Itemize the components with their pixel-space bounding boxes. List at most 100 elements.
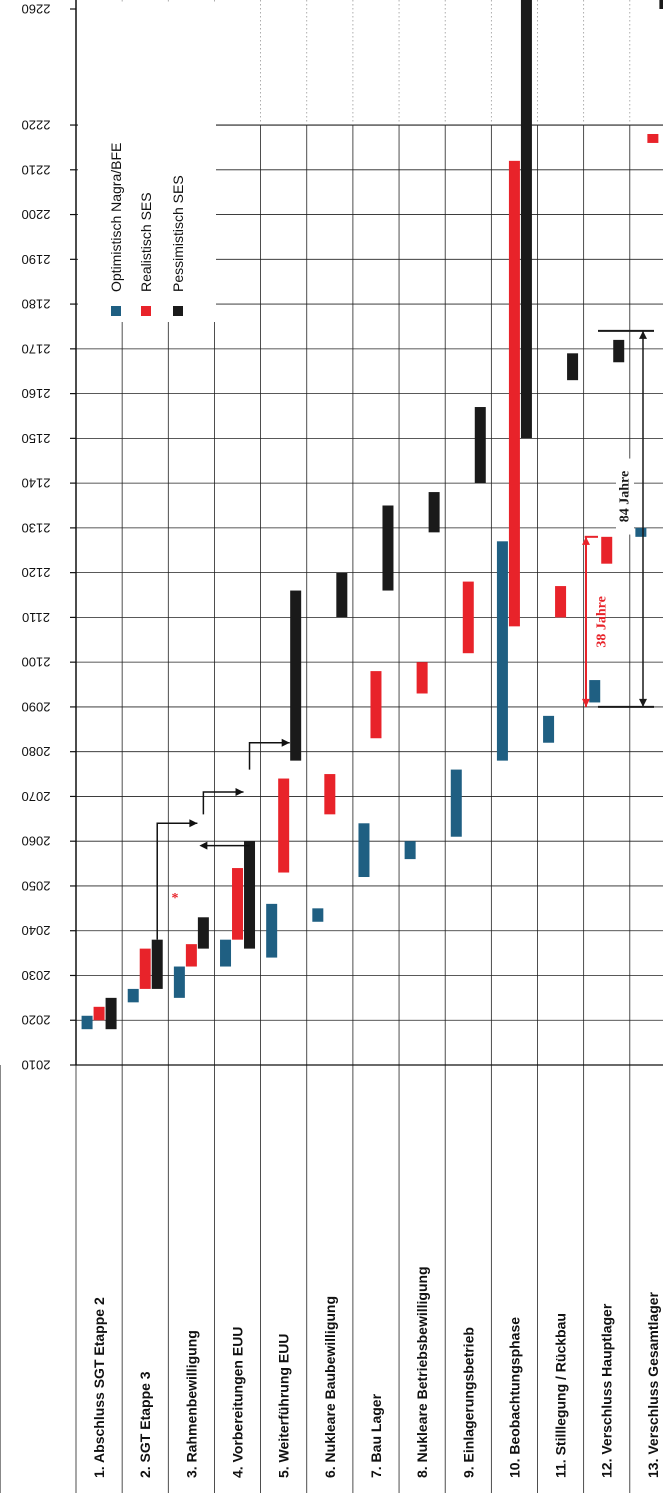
bar-3-7 — [382, 505, 394, 591]
arrow-3-4 — [202, 791, 244, 815]
arrow-4-3-head — [199, 841, 208, 850]
bars — [81, 0, 663, 1030]
tick-label-2090: 2090 — [22, 699, 51, 714]
span-pessimistic-label: 84 Jahre — [618, 471, 633, 522]
bar-1-4 — [220, 939, 232, 967]
bar-2-9 — [462, 581, 474, 654]
tick-label-2100: 2100 — [22, 655, 51, 670]
bar-3-13 — [659, 0, 663, 9]
category-label-10: 10. Beobachtungsphase — [506, 1317, 522, 1478]
bar-3-8 — [428, 492, 440, 533]
bar-3-6 — [336, 572, 348, 618]
bar-3-9 — [474, 407, 486, 484]
arrow-3-4-head — [235, 787, 244, 796]
category-label-7: 7. Bau Lager — [368, 1393, 384, 1478]
span-realistic-label: 38 Jahre — [595, 596, 610, 647]
annotations: * 38 Jahre 84 Jahre — [172, 329, 654, 906]
bar-1-8 — [404, 841, 416, 860]
legend-swatch-2 — [141, 306, 151, 316]
asterisk-mark: * — [172, 891, 179, 906]
bar-1-9 — [450, 769, 462, 837]
bar-1-5 — [266, 903, 278, 958]
tick-label-2110: 2110 — [22, 610, 50, 625]
bar-2-8 — [416, 662, 428, 694]
tick-label-2040: 2040 — [22, 923, 51, 938]
category-label-12: 12. Verschluss Hauptlager — [599, 1303, 615, 1478]
tick-label-2070: 2070 — [22, 789, 51, 804]
tick-label-2130: 2130 — [22, 520, 51, 535]
bar-3-5 — [290, 590, 302, 761]
bar-2-12 — [601, 536, 613, 564]
span-pessimistic-label-bg — [616, 458, 634, 535]
bar-2-3 — [185, 944, 197, 967]
tick-label-2030: 2030 — [22, 968, 51, 983]
arrow-2-3 — [156, 822, 198, 940]
tick-label-2180: 2180 — [22, 297, 51, 312]
span-realistic-arrow-bottom — [582, 698, 590, 707]
tick-label-2190: 2190 — [22, 252, 51, 267]
tick-label-2220: 2220 — [22, 118, 51, 133]
legend-label-1: Optimistisch Nagra/BFE — [108, 143, 124, 292]
span-pessimistic-arrow-top — [639, 330, 647, 339]
bar-1-11 — [543, 715, 555, 743]
category-label-8: 8. Nukleare Betriebsbewilligung — [414, 1266, 430, 1478]
bar-2-7 — [370, 671, 382, 739]
tick-label-2210: 2210 — [22, 162, 51, 177]
tick-label-2150: 2150 — [22, 431, 51, 446]
tick-label-2140: 2140 — [22, 476, 51, 491]
category-labels: 1. Abschluss SGT Etappe 2 2. SGT Etappe 3… — [91, 1266, 661, 1478]
bar-1-2 — [127, 988, 139, 1003]
tick-label-2260: 2260 — [22, 2, 51, 17]
legend-label-2: Realistisch SES — [138, 192, 154, 292]
arrow-4-5 — [248, 741, 290, 770]
tick-label-2170: 2170 — [22, 341, 51, 356]
bar-3-10 — [520, 0, 532, 439]
category-label-3: 3. Rahmenbewilligung — [183, 1330, 199, 1478]
tick-label-2160: 2160 — [22, 386, 51, 401]
bar-1-1 — [81, 1015, 93, 1030]
bar-1-13 — [635, 527, 647, 537]
tick-label-2200: 2200 — [22, 207, 51, 222]
bar-2-13 — [647, 133, 659, 143]
category-label-1: 1. Abschluss SGT Etappe 2 — [91, 1297, 107, 1478]
bar-3-11 — [567, 353, 579, 381]
category-label-5: 5. Weiterführung EUU — [276, 1334, 292, 1478]
tick-label-2120: 2120 — [22, 565, 51, 580]
legend: Optimistisch Nagra/BFE Realistisch SES Pes… — [78, 2, 216, 322]
legend-background — [78, 2, 216, 322]
bar-1-6 — [312, 908, 324, 922]
category-label-11: 11. Stilllegung / Rückbau — [553, 1313, 569, 1478]
bar-2-10 — [508, 160, 520, 627]
legend-label-3: Pessimistisch SES — [170, 175, 186, 292]
category-label-6: 6. Nukleare Baubewilligung — [322, 1296, 338, 1478]
legend-swatch-3 — [173, 306, 183, 316]
tick-label-2050: 2050 — [22, 878, 51, 893]
bar-1-10 — [496, 541, 508, 761]
tick-label-2010: 2010 — [22, 1058, 51, 1073]
bar-3-2 — [151, 939, 163, 989]
bar-2-1 — [93, 1006, 105, 1021]
category-label-13: 13. Verschluss Gesamtlager — [645, 1291, 661, 1478]
tick-label-2060: 2060 — [22, 834, 51, 849]
arrow-2-3-head — [189, 819, 198, 828]
category-label-2: 2. SGT Etappe 3 — [137, 1371, 153, 1478]
grid — [75, 0, 663, 1493]
bar-2-11 — [555, 586, 567, 618]
category-label-4: 4. Vorbereitungen EUU — [230, 1327, 246, 1478]
bar-3-12 — [613, 339, 625, 363]
span-pessimistic-arrow-bottom — [639, 698, 647, 707]
bar-3-1 — [105, 997, 117, 1030]
dependency-arrows — [156, 738, 290, 940]
category-label-9: 9. Einlagerungsbetrieb — [460, 1327, 476, 1478]
bar-1-12 — [589, 680, 601, 703]
span-realistic-arrow-top — [582, 536, 590, 545]
bar-1-3 — [173, 966, 185, 998]
tick-label-2080: 2080 — [22, 744, 51, 759]
legend-swatch-1 — [111, 306, 121, 316]
bar-3-4 — [244, 841, 256, 949]
bar-2-6 — [324, 774, 336, 815]
bar-2-5 — [278, 778, 290, 873]
arrow-4-5-head — [281, 738, 290, 747]
